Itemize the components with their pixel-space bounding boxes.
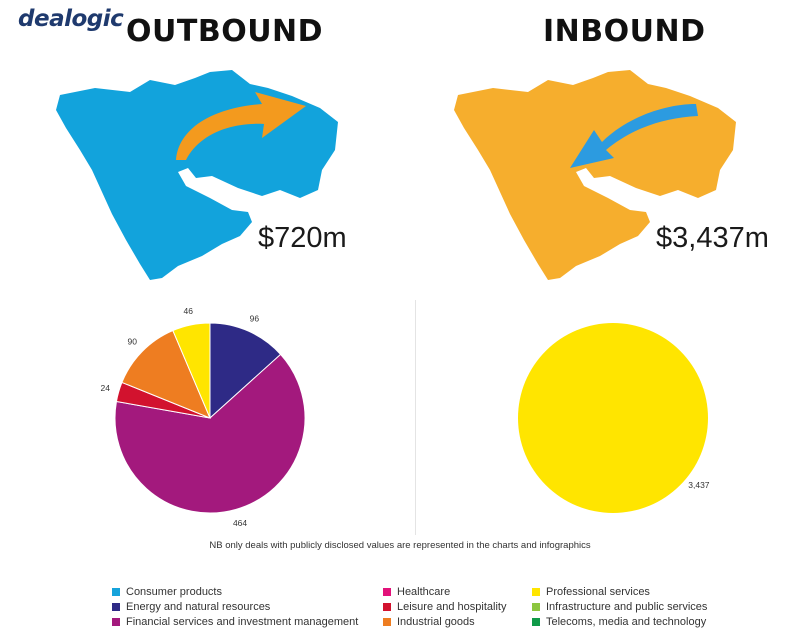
pie-data-label: 46 [184, 306, 194, 316]
pie-slice [121, 329, 211, 419]
inbound-arrow-icon [570, 104, 698, 168]
legend-item: Telecoms, media and technology [532, 614, 707, 629]
legend-label: Consumer products [126, 585, 222, 598]
legend-item: Healthcare [383, 584, 506, 599]
legend-swatch [112, 617, 120, 626]
middle-east-map-shape [454, 70, 736, 280]
legend-swatch [383, 602, 391, 611]
inbound-total: $3,437m [656, 222, 769, 254]
legend-item: Infrastructure and public services [532, 599, 707, 614]
legend-column: Healthcare Leisure and hospitality Indus… [383, 584, 506, 629]
legend-swatch [532, 587, 540, 596]
outbound-pie-chart: 96 464 24 90 46 [100, 306, 306, 528]
inbound-heading: INBOUND [543, 14, 706, 49]
legend-swatch [532, 617, 540, 626]
pie-data-label: 90 [128, 337, 138, 347]
legend-item: Professional services [532, 584, 707, 599]
pie-slice [114, 353, 306, 514]
legend-label: Healthcare [397, 585, 451, 598]
legend-item: Consumer products [112, 584, 358, 599]
legend-item: Financial services and investment manage… [112, 614, 358, 629]
outbound-total: $720m [258, 222, 347, 254]
legend-swatch [112, 602, 120, 611]
dealogic-logo: dealogic [18, 6, 124, 32]
legend-label: Infrastructure and public services [546, 600, 708, 613]
legend-column: Professional services Infrastructure and… [532, 584, 707, 629]
column-divider [415, 300, 416, 535]
pie-data-label: 3,437 [688, 480, 710, 490]
legend-label: Professional services [546, 585, 650, 598]
legend-swatch [383, 617, 391, 626]
legend-label: Financial services and investment manage… [126, 615, 359, 628]
pie-slice [518, 323, 708, 513]
pie-slice [209, 322, 282, 420]
legend-swatch [383, 587, 391, 596]
legend-column: Consumer products Energy and natural res… [112, 584, 358, 629]
outbound-heading: OUTBOUND [126, 14, 324, 49]
legend-item: Leisure and hospitality [383, 599, 506, 614]
legend-label: Leisure and hospitality [397, 600, 507, 613]
pie-data-label: 96 [250, 313, 260, 323]
outbound-arrow-icon [176, 92, 306, 160]
outbound-map [56, 70, 338, 280]
legend-label: Energy and natural resources [126, 600, 271, 613]
legend-swatch [112, 587, 120, 596]
footnote: NB only deals with publicly disclosed va… [209, 540, 591, 551]
legend-item: Energy and natural resources [112, 599, 358, 614]
legend-label: Telecoms, media and technology [546, 615, 707, 628]
pie-data-label: 24 [100, 383, 110, 393]
legend-item: Industrial goods [383, 614, 506, 629]
legend-swatch [532, 602, 540, 611]
inbound-pie-chart: 3,437 [518, 323, 710, 513]
pie-slice [172, 322, 211, 419]
legend-label: Industrial goods [397, 615, 475, 628]
inbound-map [454, 70, 736, 280]
pie-data-label: 464 [233, 518, 247, 528]
